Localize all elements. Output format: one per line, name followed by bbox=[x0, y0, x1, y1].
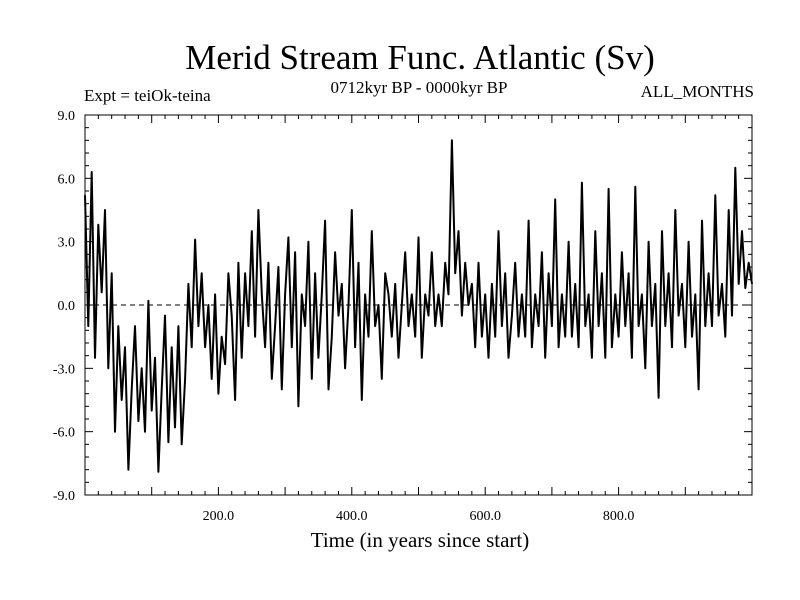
y-tick-label: -3.0 bbox=[53, 362, 75, 377]
y-tick-label: 3.0 bbox=[58, 236, 76, 251]
y-tick-label: 0.0 bbox=[58, 299, 76, 314]
chart-title: Merid Stream Func. Atlantic (Sv) bbox=[185, 38, 655, 77]
months-label: ALL_MONTHS bbox=[640, 82, 754, 101]
y-tick-label: -9.0 bbox=[53, 489, 75, 504]
tick-layer bbox=[85, 115, 752, 495]
x-axis-label: Time (in years since start) bbox=[310, 528, 530, 552]
series-line bbox=[84, 139, 753, 473]
experiment-label: Expt = teiOk-teina bbox=[84, 86, 211, 105]
tick-label-layer: 200.0 400.0 600.0 800.0 -9.0 -6.0 -3.0 0.0 3.0 6.… bbox=[53, 109, 635, 524]
x-tick-label: 400.0 bbox=[336, 509, 368, 524]
x-tick-label: 600.0 bbox=[469, 509, 501, 524]
plot-frame bbox=[84, 114, 753, 496]
y-tick-label: 9.0 bbox=[58, 109, 76, 124]
y-tick-label: 6.0 bbox=[58, 172, 76, 187]
time-period-label: 0712kyr BP - 0000kyr BP bbox=[330, 78, 508, 97]
x-tick-label: 200.0 bbox=[203, 509, 235, 524]
x-tick-label: 800.0 bbox=[603, 509, 635, 524]
y-tick-label: -6.0 bbox=[53, 426, 75, 441]
